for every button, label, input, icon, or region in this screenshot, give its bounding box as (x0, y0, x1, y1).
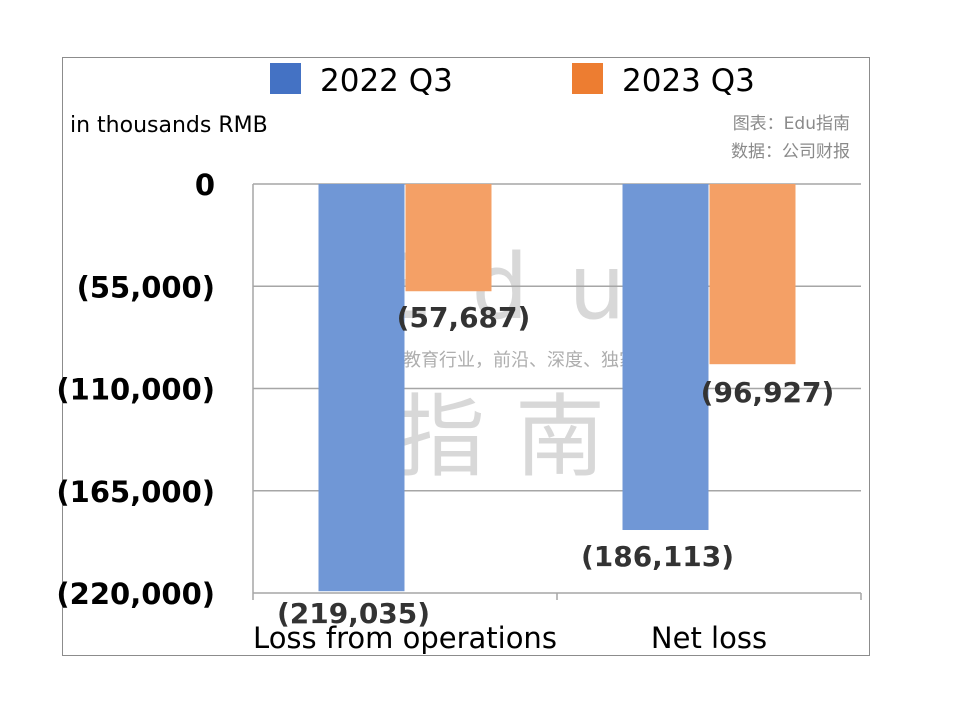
legend-label-2023: 2023 Q3 (622, 63, 755, 99)
bar-2023-q3 (405, 184, 492, 292)
watermark-middle: 教育行业，前沿、深度、独家 (403, 350, 637, 371)
watermark-bottom: 指南 (395, 385, 635, 490)
unit-label: in thousands RMB (70, 113, 268, 138)
bar-2022-q3 (622, 184, 709, 531)
y-tick-label: (220,000) (56, 577, 215, 611)
data-label: (96,927) (701, 376, 835, 409)
source-line-2: 数据：公司财报 (731, 142, 850, 162)
bar-2023-q3 (709, 184, 796, 365)
bars (318, 184, 796, 592)
category-label: Net loss (651, 621, 767, 655)
legend-label-2022: 2022 Q3 (320, 63, 453, 99)
y-tick-label: 0 (195, 168, 215, 202)
legend-swatch-2022 (270, 63, 301, 94)
chart-frame (62, 57, 870, 656)
bar-2022-q3 (318, 184, 405, 592)
legend-swatch-2023 (572, 63, 603, 94)
x-axis-categories: Loss from operations Net loss (253, 621, 767, 655)
category-label: Loss from operations (253, 621, 557, 655)
source-line-1: 图表：Edu指南 (733, 114, 850, 134)
y-tick-label: (55,000) (77, 270, 215, 304)
y-tick-label: (110,000) (56, 373, 215, 407)
data-label: (57,687) (397, 301, 531, 334)
data-label: (186,113) (581, 540, 734, 573)
data-labels: (219,035) (57,687) (186,113) (96,927) (277, 301, 834, 630)
y-tick-label: (165,000) (56, 475, 215, 509)
data-label: (219,035) (277, 597, 430, 630)
y-axis-ticks: 0 (55,000) (110,000) (165,000) (220,000) (56, 168, 215, 611)
